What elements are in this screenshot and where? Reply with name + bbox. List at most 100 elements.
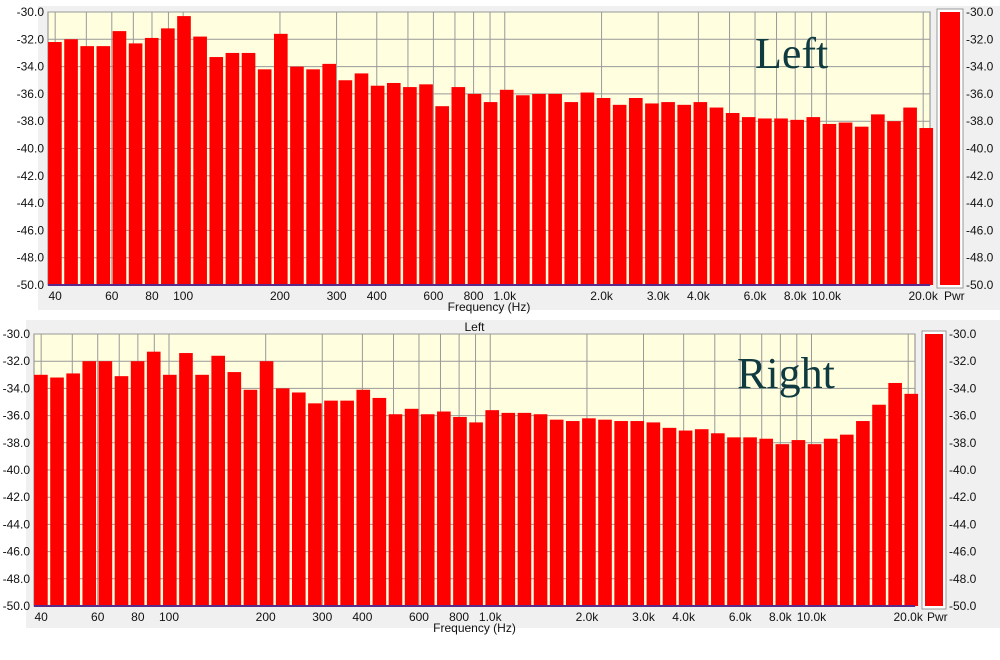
bar bbox=[469, 422, 483, 606]
bar bbox=[34, 374, 48, 606]
colorbar-tick-label: -46.0 bbox=[949, 545, 977, 559]
x-tick-label: 60 bbox=[91, 610, 105, 624]
bar bbox=[437, 411, 451, 606]
bar bbox=[711, 433, 725, 606]
x-tick-label: 3.0k bbox=[647, 289, 671, 303]
bar bbox=[144, 37, 159, 286]
bar bbox=[146, 351, 161, 606]
bar bbox=[338, 80, 353, 285]
bar bbox=[709, 107, 724, 285]
x-tick-label: 200 bbox=[270, 289, 290, 303]
bar bbox=[532, 93, 546, 286]
bar bbox=[727, 437, 741, 606]
x-tick-label: 20.0k bbox=[894, 610, 924, 624]
bar bbox=[419, 84, 433, 285]
x-tick-label: 100 bbox=[173, 289, 193, 303]
x-axis-label: Frequency (Hz) bbox=[448, 300, 531, 314]
bar bbox=[290, 66, 304, 285]
bar bbox=[96, 46, 111, 285]
x-tick-label: 6.0k bbox=[744, 289, 768, 303]
bar bbox=[291, 392, 306, 606]
bar bbox=[259, 361, 274, 606]
bar bbox=[322, 63, 337, 286]
x-tick-label: 100 bbox=[159, 610, 179, 624]
x-tick-label: 10.0k bbox=[797, 610, 827, 624]
x-tick-label: 80 bbox=[131, 610, 145, 624]
bar bbox=[163, 374, 177, 606]
bar bbox=[225, 52, 240, 286]
y-tick-label: -36.0 bbox=[17, 87, 45, 101]
x-tick-label: 600 bbox=[423, 289, 443, 303]
bar bbox=[694, 429, 709, 606]
colorbar-tick-label: -36.0 bbox=[966, 87, 994, 101]
bar bbox=[598, 419, 612, 606]
bar bbox=[340, 400, 354, 606]
bar bbox=[517, 412, 532, 606]
bar bbox=[839, 434, 854, 606]
bar bbox=[904, 393, 919, 606]
bar bbox=[370, 85, 385, 286]
bar bbox=[565, 421, 580, 606]
x-tick-label: 1.0k bbox=[479, 610, 503, 624]
bar bbox=[209, 57, 224, 285]
bar bbox=[451, 87, 466, 285]
bar bbox=[243, 389, 258, 606]
bar bbox=[775, 444, 790, 606]
bar bbox=[211, 355, 226, 606]
bar bbox=[501, 412, 516, 606]
colorbar-tick-label: -36.0 bbox=[949, 409, 977, 423]
bar bbox=[112, 31, 127, 285]
y-tick-label: -46.0 bbox=[3, 545, 31, 559]
colorbar-tick-label: -40.0 bbox=[966, 142, 994, 156]
bar bbox=[564, 102, 579, 285]
colorbar bbox=[940, 12, 960, 285]
y-tick-label: -34.0 bbox=[17, 60, 45, 74]
bar bbox=[308, 403, 322, 606]
x-tick-label: 600 bbox=[409, 610, 429, 624]
bar bbox=[485, 410, 500, 606]
bar bbox=[725, 113, 740, 285]
x-tick-label: 20.0k bbox=[909, 289, 939, 303]
y-tick-label: -48.0 bbox=[3, 572, 31, 586]
bar bbox=[678, 430, 693, 606]
bar bbox=[177, 16, 191, 285]
y-tick-label: -50.0 bbox=[3, 599, 31, 613]
bar bbox=[275, 388, 290, 606]
x-tick-label: 2.0k bbox=[590, 289, 614, 303]
bar bbox=[114, 376, 129, 606]
bar bbox=[582, 418, 596, 606]
bar bbox=[854, 126, 869, 285]
bar bbox=[661, 102, 675, 285]
y-tick-label: -34.0 bbox=[3, 381, 31, 395]
y-tick-label: -32.0 bbox=[17, 32, 45, 46]
bar bbox=[404, 408, 419, 606]
bar bbox=[128, 43, 143, 285]
x-tick-label: 8.0k bbox=[769, 610, 793, 624]
y-tick-label: -46.0 bbox=[17, 223, 45, 237]
bar bbox=[630, 421, 645, 606]
bar bbox=[64, 39, 78, 285]
x-tick-label: 300 bbox=[312, 610, 332, 624]
bar bbox=[628, 97, 643, 286]
x-tick-label: 300 bbox=[327, 289, 347, 303]
bar bbox=[823, 438, 838, 606]
bar bbox=[612, 104, 627, 285]
x-tick-label: 2.0k bbox=[576, 610, 600, 624]
y-tick-label: -42.0 bbox=[3, 490, 31, 504]
colorbar-tick-label: -30.0 bbox=[949, 327, 977, 341]
bar bbox=[179, 353, 193, 606]
bar bbox=[822, 123, 837, 286]
bar bbox=[453, 416, 467, 606]
bar bbox=[403, 87, 417, 285]
x-tick-label: 4.0k bbox=[672, 610, 696, 624]
colorbar-tick-label: -48.0 bbox=[949, 572, 977, 586]
bar bbox=[677, 104, 692, 285]
bar bbox=[483, 102, 498, 285]
colorbar-tick-label: -38.0 bbox=[949, 436, 977, 450]
bar bbox=[533, 414, 548, 606]
y-tick-label: -50.0 bbox=[17, 278, 45, 292]
bar bbox=[227, 372, 242, 606]
y-tick-label: -44.0 bbox=[3, 517, 31, 531]
bar bbox=[66, 373, 80, 606]
bar bbox=[790, 119, 804, 286]
